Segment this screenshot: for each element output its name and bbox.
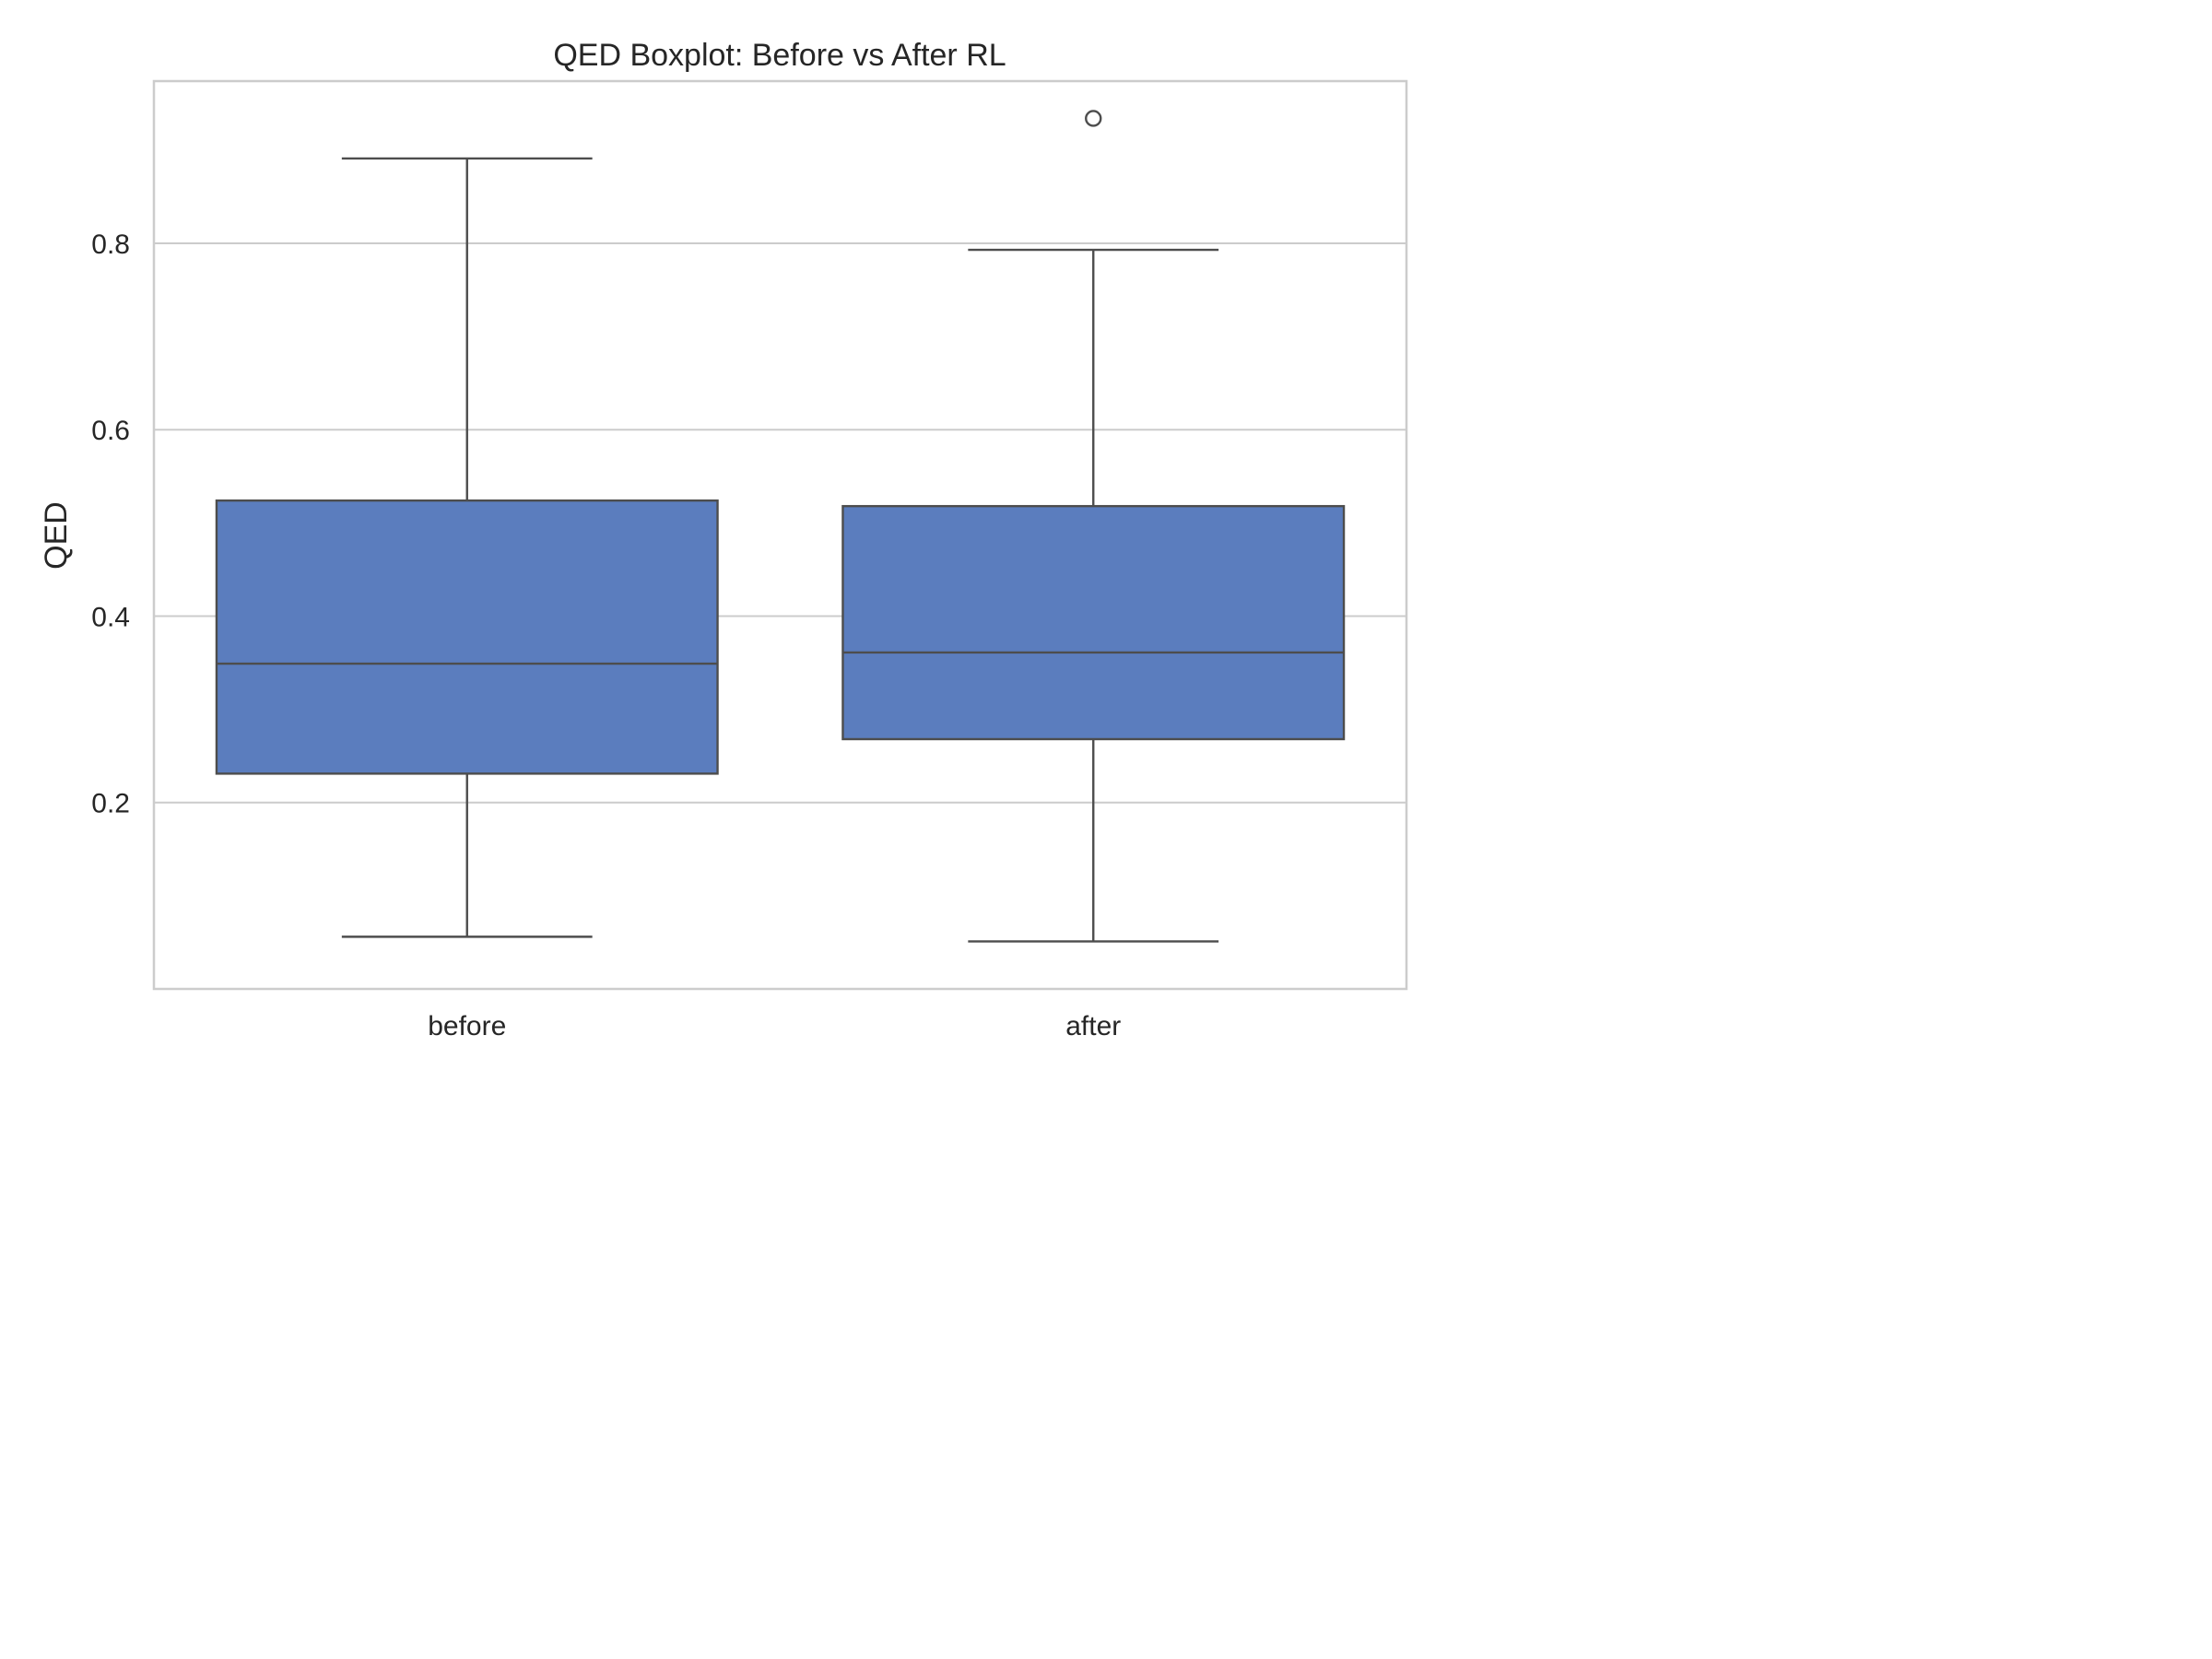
chart-title: QED Boxplot: Before vs After RL bbox=[553, 38, 1006, 73]
qed-boxplot-chart: 0.2 0.4 0.6 0.8 before after QED Boxplot: Be… bbox=[39, 38, 1408, 1041]
plot-frame bbox=[152, 79, 1408, 991]
box-before bbox=[215, 157, 719, 938]
y-tick-labels: 0.2 0.4 0.6 0.8 bbox=[91, 229, 130, 819]
y-tick-label: 0.8 bbox=[91, 229, 130, 260]
x-tick-label-after: after bbox=[1065, 1011, 1121, 1041]
y-axis-label: QED bbox=[39, 501, 74, 570]
x-tick-label-before: before bbox=[428, 1011, 506, 1041]
outlier-point bbox=[1085, 110, 1102, 127]
box-after bbox=[841, 110, 1346, 943]
y-tick-label: 0.4 bbox=[91, 602, 130, 632]
x-tick-labels: before after bbox=[428, 1011, 1121, 1041]
iqr-box bbox=[841, 504, 1346, 741]
box-layer bbox=[215, 110, 1346, 943]
iqr-box bbox=[215, 499, 719, 775]
y-tick-label: 0.2 bbox=[91, 789, 130, 819]
y-tick-label: 0.6 bbox=[91, 416, 130, 446]
